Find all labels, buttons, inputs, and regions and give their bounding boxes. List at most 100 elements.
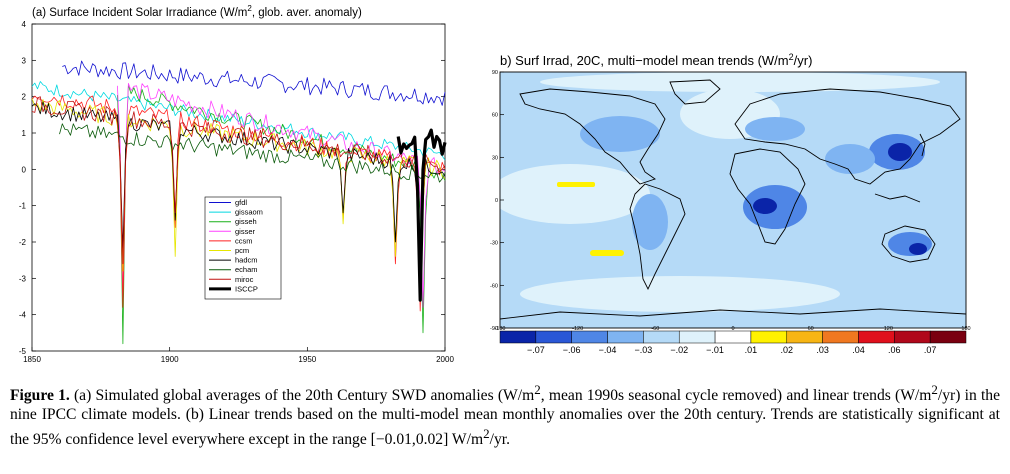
colorbar-label: −.01 (706, 345, 724, 355)
panel-a-title: (a) Surface Incident Solar Irradiance (W… (32, 4, 362, 19)
pacific-yellow-streak (557, 182, 595, 187)
caption-text-4: /yr. (489, 431, 510, 449)
coastlines (500, 79, 966, 320)
australia-core (909, 243, 927, 255)
y-tick-label: -4 (19, 311, 27, 320)
colorbar-cell (858, 330, 895, 344)
colorbar-label: −.03 (634, 345, 652, 355)
legend-label: ISCCP (235, 284, 258, 293)
lat-tick-label: 30 (492, 155, 498, 161)
colorbar-label: −.02 (670, 345, 688, 355)
colorbar-cell (607, 330, 644, 344)
trend-map (500, 72, 966, 328)
series-line-pcm (31, 98, 446, 301)
plot-frame (31, 23, 446, 352)
lon-tick-label: 120 (884, 326, 893, 332)
y-tick-label: 3 (22, 56, 27, 65)
colorbar-cell (822, 330, 859, 344)
y-tick-label: -5 (19, 347, 27, 356)
panel-b-map: b) Surf Irrad, 20C, multi−model mean tre… (490, 52, 971, 355)
colorbar-cell (643, 330, 680, 344)
series-lines (31, 60, 447, 345)
legend-label: miroc (235, 275, 254, 284)
y-tick-label: -2 (19, 238, 27, 247)
europe-dark-area (745, 117, 805, 141)
india-dark-area (825, 144, 875, 174)
colorbar-cell (929, 330, 967, 344)
caption-text-3: /yr) in the nine IPCC climate models. (b… (10, 387, 1000, 449)
colorbar-cell (750, 330, 788, 344)
lon-tick-label: -180 (494, 326, 505, 332)
lon-tick-label: -60 (651, 326, 659, 332)
south-america-coast (629, 183, 686, 291)
colorbar-cell (894, 330, 931, 344)
colorbar-label: −.07 (527, 345, 545, 355)
colorbar-label: .07 (924, 345, 937, 355)
lat-tick-label: 60 (492, 113, 498, 119)
japan-coast (919, 133, 926, 157)
colorbar-label: .02 (781, 345, 794, 355)
series-line-gissaom (31, 81, 446, 161)
panel-a-chart: (a) Surface Incident Solar Irradiance (W… (19, 4, 455, 364)
lat-tick-label: 90 (492, 70, 498, 76)
x-tick-label: 2000 (436, 355, 454, 364)
lon-tick-label: 60 (808, 326, 814, 332)
series-line-echam (59, 123, 446, 183)
lon-tick-label: 180 (961, 326, 970, 332)
lon-tick-label: 0 (731, 326, 734, 332)
y-tick-label: -1 (19, 202, 27, 211)
legend-label: gisseh (235, 217, 257, 226)
y-tick-label: 1 (22, 129, 27, 138)
y-tick-label: 0 (22, 165, 27, 174)
panel-b-title: b) Surf Irrad, 20C, multi−model mean tre… (500, 52, 812, 68)
series-line-hadcm (31, 101, 446, 279)
legend-label: echam (235, 265, 258, 274)
colorbar-label: −.06 (563, 345, 581, 355)
x-tick-label: 1850 (23, 355, 41, 364)
lat-tick-label: -90 (490, 326, 498, 332)
greenland-coast (669, 79, 721, 105)
x-tick-label: 1950 (298, 355, 316, 364)
pacific-light-area (500, 164, 650, 224)
south-america-dark-area (632, 194, 668, 250)
latitude-ticks: 90 60 30 0 -30 -60 -90 (490, 70, 504, 332)
series-line-miroc (31, 96, 446, 279)
series-line-isccp (396, 128, 447, 302)
north-america-coast (519, 88, 666, 185)
legend-label: pcm (235, 246, 249, 255)
legend: gfdlgissaomgissehgisserccsmpcmhadcmecham… (204, 196, 282, 300)
colorbar-label: −.04 (599, 345, 617, 355)
caption-text-2: , mean 1990s seasonal cycle removed) and… (540, 387, 932, 405)
colorbar-cell (499, 330, 537, 344)
colorbar-label: .03 (816, 345, 829, 355)
arctic-light-area (540, 72, 940, 92)
y-tick-label: 2 (22, 93, 27, 102)
caption-sup-3: 2 (483, 426, 490, 442)
figure-caption: Figure 1. (a) Simulated global averages … (10, 380, 1000, 449)
colorbar-cell (571, 330, 608, 344)
x-axis: 1850 1900 1950 2000 (23, 347, 454, 364)
series-line-ccsm (31, 94, 446, 312)
legend-label: gfdl (235, 198, 247, 207)
antarctica-coast (500, 308, 966, 320)
y-tick-label: -3 (19, 274, 27, 283)
legend-label: ccsm (235, 236, 253, 245)
x-tick-label: 1900 (161, 355, 179, 364)
legend-box (204, 196, 282, 300)
colorbar-cell (535, 330, 572, 344)
caption-sup-1: 2 (534, 382, 541, 397)
south-pacific-yellow-streak (590, 250, 624, 256)
figure-label: Figure 1. (10, 387, 70, 405)
australia-coast (881, 225, 936, 263)
legend-label: gissaom (235, 208, 263, 217)
southern-light-area (520, 276, 840, 312)
caption-text-1: (a) Simulated global averages of the 20t… (69, 387, 535, 405)
north-america-dark-area (580, 116, 660, 152)
y-axis: 4 3 2 1 0 -1 -2 -3 -4 -5 (19, 20, 445, 356)
colorbar-label: .06 (888, 345, 901, 355)
caption-sup-2: 2 (931, 382, 938, 397)
eurasia-coast (734, 88, 961, 185)
africa-coast (729, 148, 806, 245)
colorbar-label: .01 (745, 345, 758, 355)
colorbar-cell (678, 330, 716, 344)
